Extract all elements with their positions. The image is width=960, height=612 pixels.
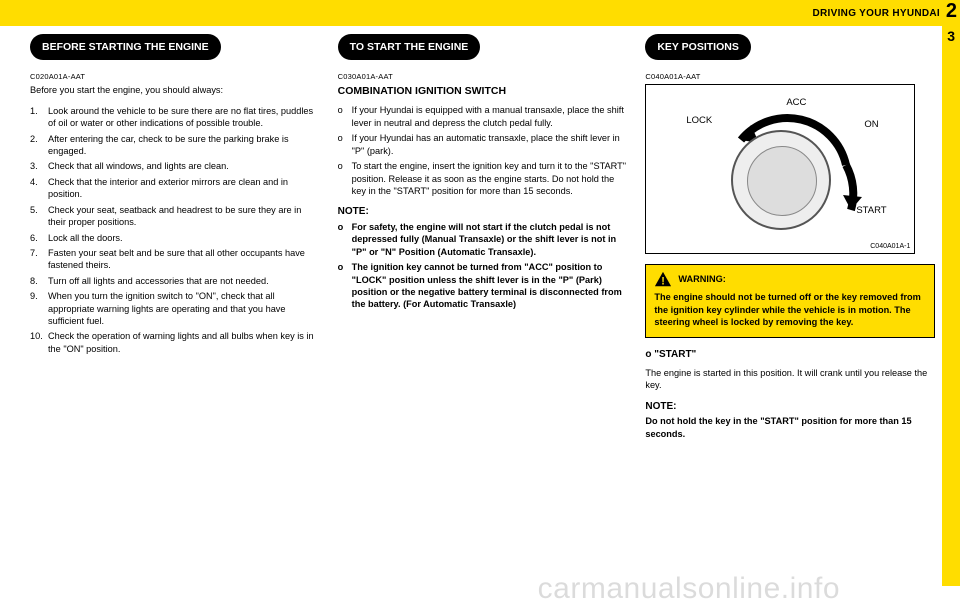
step-item: 3.Check that all windows, and lights are… (30, 160, 320, 172)
pill-to-start: TO START THE ENGINE (338, 34, 481, 60)
list-item: oTo start the engine, insert the ignitio… (338, 160, 628, 197)
column-to-start: TO START THE ENGINE C030A01A-AAT COMBINA… (338, 34, 628, 440)
lead-text: Before you start the engine, you should … (30, 84, 320, 96)
ignition-diagram: LOCK ACC ON START C040A01A-1 (645, 84, 915, 254)
step-item: 8.Turn off all lights and accessories th… (30, 275, 320, 287)
list-item: oIf your Hyundai has an automatic transa… (338, 132, 628, 157)
note-heading-2: NOTE: (645, 400, 935, 414)
list-item: oIf your Hyundai is equipped with a manu… (338, 104, 628, 129)
code-c030: C030A01A-AAT (338, 72, 628, 82)
step-item: 2.After entering the car, check to be su… (30, 133, 320, 158)
header-band: DRIVING YOUR HYUNDAI (0, 0, 960, 26)
code-c040: C040A01A-AAT (645, 72, 935, 82)
code-c020: C020A01A-AAT (30, 72, 320, 82)
label-start: START (856, 205, 886, 218)
note-list: oFor safety, the engine will not start i… (338, 221, 628, 311)
note-body-2: Do not hold the key in the "START" posit… (645, 415, 935, 440)
svg-text:!: ! (662, 276, 666, 288)
warning-body: The engine should not be turned off or t… (654, 291, 926, 328)
watermark: carmanualsonline.info (538, 572, 840, 606)
section-title: DRIVING YOUR HYUNDAI (813, 8, 941, 19)
label-acc: ACC (786, 97, 806, 110)
side-strip (942, 26, 960, 586)
step-item: 5.Check your seat, seatback and headrest… (30, 204, 320, 229)
step-item: 9.When you turn the ignition switch to "… (30, 290, 320, 327)
pill-key-positions: KEY POSITIONS (645, 34, 751, 60)
page-number: 3 (947, 28, 955, 44)
warning-box: ! WARNING: The engine should not be turn… (645, 264, 935, 337)
list-item: oThe ignition key cannot be turned from … (338, 261, 628, 311)
bullet-list: oIf your Hyundai is equipped with a manu… (338, 104, 628, 197)
chapter-number: 2 (946, 0, 957, 23)
steps-list: 1.Look around the vehicle to be sure the… (30, 105, 320, 356)
diagram-code: C040A01A-1 (870, 242, 910, 251)
start-heading: o "START" (645, 348, 935, 362)
pill-before-starting: BEFORE STARTING THE ENGINE (30, 34, 221, 60)
label-on: ON (864, 119, 878, 132)
step-item: 7.Fasten your seat belt and be sure that… (30, 247, 320, 272)
step-item: 4.Check that the interior and exterior m… (30, 176, 320, 201)
column-key-positions: KEY POSITIONS C040A01A-AAT LOCK ACC ON S… (645, 34, 935, 440)
step-item: 10.Check the operation of warning lights… (30, 330, 320, 355)
step-item: 6.Lock all the doors. (30, 232, 320, 244)
warning-title: WARNING: (678, 273, 725, 285)
dial-icon (731, 130, 831, 230)
start-body: The engine is started in this position. … (645, 367, 935, 392)
warning-icon: ! (654, 271, 672, 287)
subheading-combination: COMBINATION IGNITION SWITCH (338, 84, 628, 98)
note-heading: NOTE: (338, 205, 628, 219)
list-item: oFor safety, the engine will not start i… (338, 221, 628, 258)
step-item: 1.Look around the vehicle to be sure the… (30, 105, 320, 130)
warning-header: ! WARNING: (654, 271, 926, 287)
key-slot-icon (768, 177, 798, 185)
label-lock: LOCK (686, 115, 712, 128)
content-columns: BEFORE STARTING THE ENGINE C020A01A-AAT … (30, 34, 935, 440)
column-before-starting: BEFORE STARTING THE ENGINE C020A01A-AAT … (30, 34, 320, 440)
